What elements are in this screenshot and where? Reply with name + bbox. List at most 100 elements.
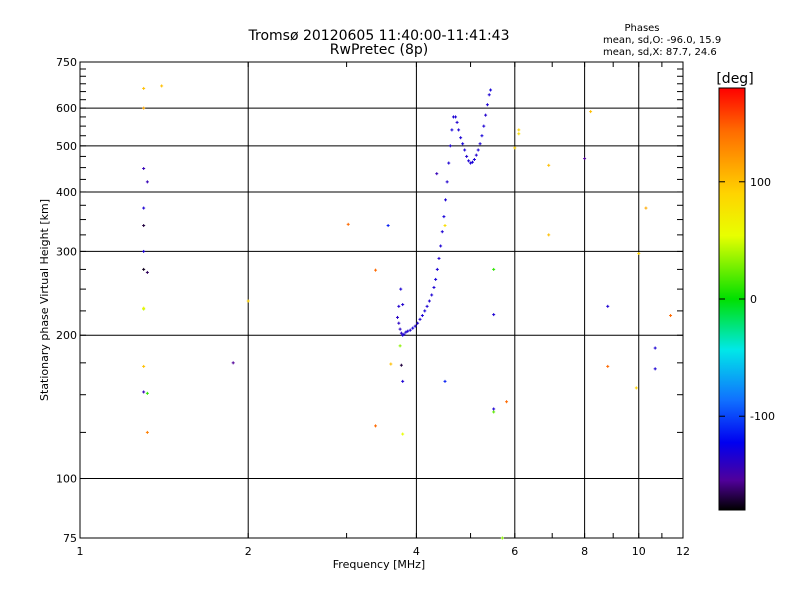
trace-point [454, 115, 458, 119]
x-tick-label: 12 [676, 545, 690, 558]
scatter-point [145, 430, 149, 434]
chart-subtitle: RwPretec (8p) [330, 42, 428, 58]
scatter-point [142, 306, 146, 310]
trace-point [427, 299, 431, 303]
scatter-point [160, 84, 164, 88]
scatter-point [401, 379, 405, 383]
trace-point [437, 256, 441, 260]
trace-point [457, 128, 461, 132]
trace-point [416, 321, 420, 325]
trace-point [450, 128, 454, 132]
x-axis-label: Frequency [MHz] [333, 558, 425, 571]
trace-point [447, 161, 451, 165]
trace-point [411, 326, 415, 330]
y-tick-label: 300 [56, 245, 77, 258]
trace-point [444, 198, 448, 202]
chart-title: Tromsø 20120605 11:40:00-11:41:43 [248, 28, 510, 44]
trace-point [474, 153, 478, 157]
y-tick-label: 600 [56, 102, 77, 115]
data-points [142, 84, 673, 540]
trace-point [448, 144, 452, 148]
phases-header: Phases [624, 23, 659, 34]
trace-point [406, 329, 410, 333]
scatter-point [492, 410, 496, 414]
scatter-point [644, 206, 648, 210]
scatter-point [435, 172, 439, 176]
x-tick-label: 2 [245, 545, 252, 558]
trace-point [480, 134, 484, 138]
trace-point [408, 328, 412, 332]
plot-area [79, 61, 684, 539]
trace-point [435, 267, 439, 271]
y-tick-label: 750 [56, 56, 77, 69]
scatter-point [142, 267, 146, 271]
trace-point [425, 304, 429, 308]
colorbar-tick-label: 0 [750, 293, 757, 306]
scatter-point [517, 132, 521, 136]
scatter-point [246, 299, 250, 303]
trace-point [485, 103, 489, 107]
trace-point [401, 303, 405, 307]
colorbar-tick-label: -100 [750, 410, 775, 423]
scatter-point [142, 86, 146, 90]
trace-point [418, 317, 422, 321]
trace-point [461, 142, 465, 146]
scatter-point [374, 424, 378, 428]
scatter-point [583, 157, 587, 161]
colorbar-ticks: 100 0 -100 [719, 176, 775, 423]
trace-point [413, 324, 417, 328]
scatter-point [669, 314, 673, 318]
scatter-point [142, 390, 146, 394]
trace-point [442, 215, 446, 219]
phase-stat-o: mean, sd,O: -96.0, 15.9 [603, 35, 721, 46]
scatter-point [634, 386, 638, 390]
scatter-point [401, 432, 405, 436]
scatter-point [398, 344, 402, 348]
trace-point [397, 321, 401, 325]
x-tick-label: 1 [77, 545, 84, 558]
scatter-point [505, 400, 509, 404]
trace-point [478, 142, 482, 146]
trace-point [398, 327, 402, 331]
trace-point [430, 293, 434, 297]
trace-point [420, 314, 424, 318]
trace-point [469, 161, 473, 165]
trace-point [402, 332, 406, 336]
scatter-point [513, 146, 517, 150]
trace-point [484, 113, 488, 117]
x-tick-label: 10 [632, 545, 646, 558]
scatter-point [142, 206, 146, 210]
phase-stat-x: mean, sd,X: 87.7, 24.6 [603, 47, 717, 58]
trace-point [432, 285, 436, 289]
scatter-point [492, 407, 496, 411]
scatter-point [386, 224, 390, 228]
y-tick-label: 500 [56, 140, 77, 153]
trace-point [476, 148, 480, 152]
scatter-point [231, 361, 235, 365]
trace-point [459, 136, 463, 140]
x-tick-label: 6 [511, 545, 518, 558]
colorbar-tick-label: 100 [750, 176, 771, 189]
trace-point [487, 93, 491, 97]
y-tick-label: 200 [56, 329, 77, 342]
scatter-point [492, 313, 496, 317]
trace-point [399, 287, 403, 291]
scatter-point [606, 304, 610, 308]
scatter-point [492, 267, 496, 271]
trace-point [472, 157, 476, 161]
scatter-point [589, 110, 593, 114]
scatter-point [145, 270, 149, 274]
trace-point [399, 331, 403, 335]
trace-point [439, 244, 443, 248]
x-tick-label: 4 [413, 545, 420, 558]
scatter-point [142, 167, 146, 171]
colorbar-label: [deg] [716, 71, 753, 87]
scatter-point [142, 249, 146, 253]
scatter-point [145, 391, 149, 395]
scatter-point [142, 364, 146, 368]
scatter-point [500, 536, 504, 540]
scatter-point [443, 379, 447, 383]
trace-point [482, 124, 486, 128]
trace-point [395, 315, 399, 319]
